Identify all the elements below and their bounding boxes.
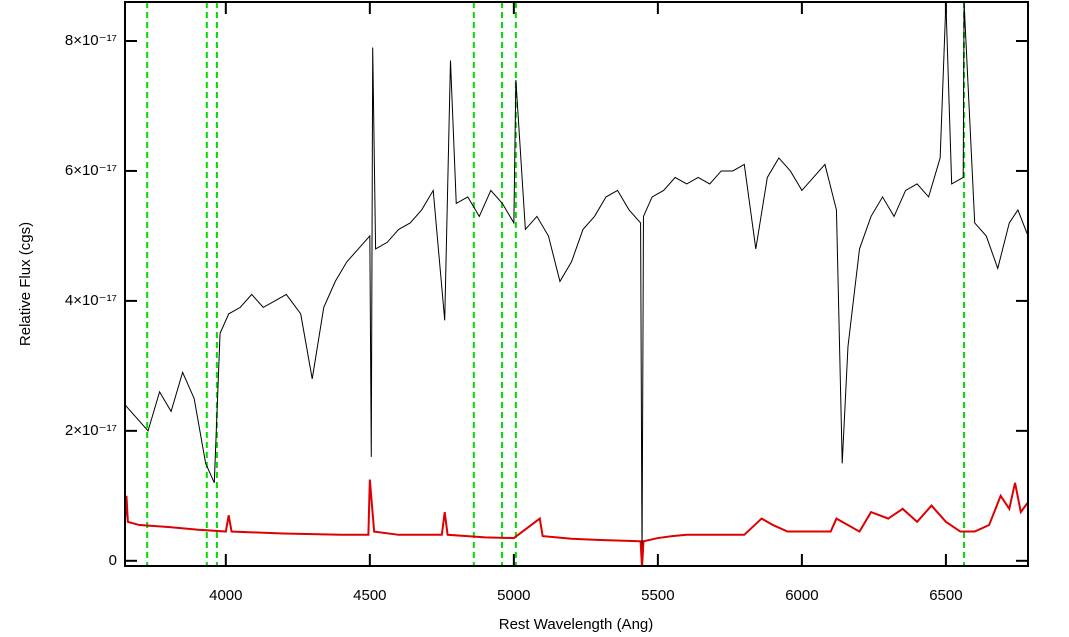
x-axis-label: Rest Wavelength (Ang) xyxy=(499,616,654,633)
x-tick-label: 5500 xyxy=(641,587,674,604)
y-tick-label: 8×10⁻¹⁷ xyxy=(65,32,117,49)
x-tick-label: 4000 xyxy=(209,587,242,604)
spectrum-line xyxy=(125,2,1028,561)
x-tick-label: 4500 xyxy=(353,587,386,604)
y-tick-label: 6×10⁻¹⁷ xyxy=(65,162,117,179)
spectrum-line xyxy=(125,479,1028,566)
x-tick-label: 5000 xyxy=(497,587,530,604)
plot-frame xyxy=(124,1,1029,567)
y-axis-label: Relative Flux (cgs) xyxy=(17,222,34,346)
y-tick-label: 2×10⁻¹⁷ xyxy=(65,422,117,439)
x-tick-label: 6500 xyxy=(929,587,962,604)
x-tick-label: 6000 xyxy=(785,587,818,604)
y-tick-label: 4×10⁻¹⁷ xyxy=(65,292,117,309)
y-tick-label: 0 xyxy=(109,552,117,569)
